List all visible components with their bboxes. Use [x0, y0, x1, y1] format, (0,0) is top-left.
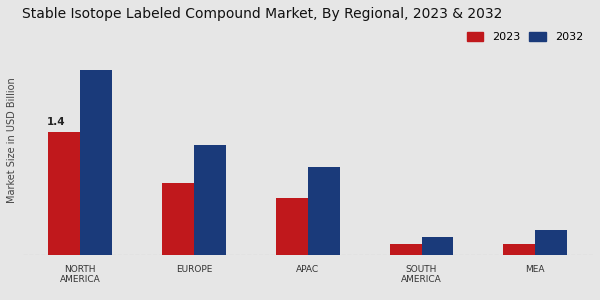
- Bar: [162, 183, 194, 255]
- Bar: [49, 132, 80, 255]
- Bar: [422, 237, 454, 255]
- Bar: [389, 244, 422, 255]
- Bar: [535, 230, 567, 255]
- Text: Stable Isotope Labeled Compound Market, By Regional, 2023 & 2032: Stable Isotope Labeled Compound Market, …: [23, 7, 503, 21]
- Bar: [308, 167, 340, 255]
- Legend: 2023, 2032: 2023, 2032: [462, 27, 587, 46]
- Bar: [80, 70, 112, 255]
- Y-axis label: Market Size in USD Billion: Market Size in USD Billion: [7, 78, 17, 203]
- Bar: [276, 198, 308, 255]
- Bar: [503, 244, 535, 255]
- Text: 1.4: 1.4: [47, 117, 66, 128]
- Bar: [194, 145, 226, 255]
